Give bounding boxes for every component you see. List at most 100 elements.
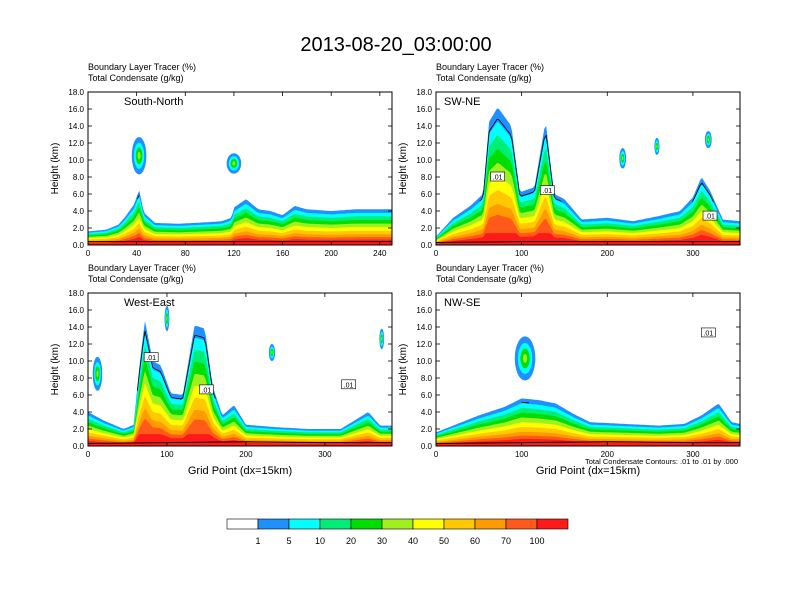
colorbar-swatch: [226, 518, 259, 530]
y-tick-label: 18.0: [416, 289, 432, 298]
y-tick-label: 12.0: [416, 139, 432, 148]
contour-label-box: [701, 327, 716, 338]
panel-name: South-North: [124, 96, 183, 108]
contour-label: .01: [705, 214, 715, 221]
colorbar-swatch: [350, 518, 383, 530]
contour-label: .01: [146, 355, 156, 362]
x-tick-label: 0: [86, 450, 91, 459]
y-tick-label: 0.0: [421, 241, 433, 250]
y-tick-label: 10.0: [416, 357, 432, 366]
y-tick-label: 16.0: [416, 105, 432, 114]
tracer-blob: [96, 370, 99, 378]
y-tick-label: 12.0: [68, 139, 84, 148]
plot-area: .01: [436, 293, 740, 446]
contour-label: .01: [344, 382, 354, 389]
contour-label-box: [199, 384, 214, 395]
x-tick-label: 300: [686, 249, 700, 258]
colorbar-label: 40: [408, 536, 418, 546]
y-tick-label: 10.0: [416, 156, 432, 165]
y-tick-label: 0.0: [73, 442, 85, 451]
x-tick-label: 100: [515, 249, 529, 258]
tracer-blob: [271, 350, 273, 355]
contour-label-box: [540, 185, 555, 195]
y-tick-label: 0.0: [421, 442, 433, 451]
y-axis-label: Height (km): [398, 143, 409, 195]
plot-area: [88, 92, 392, 245]
y-tick-label: 2.0: [73, 224, 85, 233]
y-tick-label: 2.0: [421, 425, 433, 434]
panel-name: SW-NE: [444, 96, 480, 108]
contour-label-box: [143, 352, 159, 362]
contour-label: .01: [202, 387, 212, 394]
contour-label-box: [490, 171, 505, 182]
y-tick-label: 0.0: [73, 241, 85, 250]
y-tick-label: 10.0: [68, 156, 84, 165]
contour-footnote: Total Condensate Contours: .01 to .01 by…: [585, 457, 738, 466]
y-tick-label: 14.0: [68, 122, 84, 131]
tracer-blob: [232, 161, 236, 166]
panel-south-north: Boundary Layer Tracer (%)Total Condensat…: [50, 62, 393, 258]
y-tick-label: 2.0: [73, 425, 85, 434]
y-tick-label: 18.0: [68, 289, 84, 298]
y-tick-label: 4.0: [73, 207, 85, 216]
y-tick-label: 2.0: [421, 224, 433, 233]
panel-title-tracer: Boundary Layer Tracer (%): [436, 62, 544, 72]
y-axis-label: Height (km): [398, 344, 409, 396]
x-tick-label: 200: [601, 249, 615, 258]
x-tick-label: 0: [86, 249, 91, 258]
colorbar-swatch: [536, 518, 569, 530]
tracer-blob: [166, 315, 168, 322]
colorbar-label: 20: [346, 536, 356, 546]
panel-title-tracer: Boundary Layer Tracer (%): [88, 263, 196, 273]
colorbar-label: 100: [529, 536, 544, 546]
panel-west-east: Boundary Layer Tracer (%)Total Condensat…: [50, 263, 393, 477]
y-tick-label: 8.0: [421, 374, 433, 383]
y-tick-label: 16.0: [68, 306, 84, 315]
colorbar-swatch: [443, 518, 476, 530]
colorbar: 1 5 10 20 30 40 50 60 70 100: [226, 518, 569, 546]
y-tick-label: 8.0: [73, 374, 85, 383]
y-tick-label: 6.0: [421, 190, 433, 199]
y-tick-label: 10.0: [68, 357, 84, 366]
y-tick-label: 18.0: [416, 88, 432, 97]
colorbar-swatch: [381, 518, 414, 530]
plot-frame: [435, 91, 741, 246]
x-axis-label: Grid Point (dx=15km): [536, 465, 640, 477]
terrain-line: [88, 441, 392, 444]
x-tick-label: 0: [434, 249, 439, 258]
colorbar-swatch: [288, 518, 321, 530]
y-axis-label: Height (km): [50, 143, 61, 195]
contour-label-box: [341, 379, 356, 390]
x-tick-label: 100: [515, 450, 529, 459]
tracer-core: [436, 438, 740, 446]
tracer-blob: [656, 144, 658, 149]
panel-title-condensate: Total Condensate (g/kg): [88, 274, 184, 284]
panel-name: NW-SE: [444, 297, 480, 309]
y-tick-label: 16.0: [68, 105, 84, 114]
tracer-blob: [381, 336, 383, 341]
panel-name: West-East: [124, 297, 175, 309]
tracer-blob: [523, 354, 528, 363]
x-tick-label: 240: [373, 249, 387, 258]
colorbar-swatch: [319, 518, 352, 530]
panel-title-tracer: Boundary Layer Tracer (%): [436, 263, 544, 273]
x-tick-label: 200: [601, 450, 615, 459]
plot-area: .01 .01 .01: [88, 293, 392, 446]
colorbar-label: 50: [439, 536, 449, 546]
colorbar-label: 1: [255, 536, 260, 546]
colorbar-swatch: [257, 518, 290, 530]
x-tick-label: 160: [276, 249, 290, 258]
y-tick-label: 16.0: [416, 306, 432, 315]
plot-frame: [87, 292, 393, 447]
plot-area: .01 .01 .01: [436, 92, 740, 245]
contour-label-box: [702, 210, 718, 221]
y-tick-label: 6.0: [421, 391, 433, 400]
panel-sw-ne: Boundary Layer Tracer (%)Total Condensat…: [398, 62, 741, 258]
y-tick-label: 8.0: [73, 173, 85, 182]
colorbar-label: 5: [286, 536, 291, 546]
y-tick-label: 4.0: [73, 408, 85, 417]
x-tick-label: 100: [160, 450, 174, 459]
panel-title-tracer: Boundary Layer Tracer (%): [88, 62, 196, 72]
x-tick-label: 40: [132, 249, 141, 258]
